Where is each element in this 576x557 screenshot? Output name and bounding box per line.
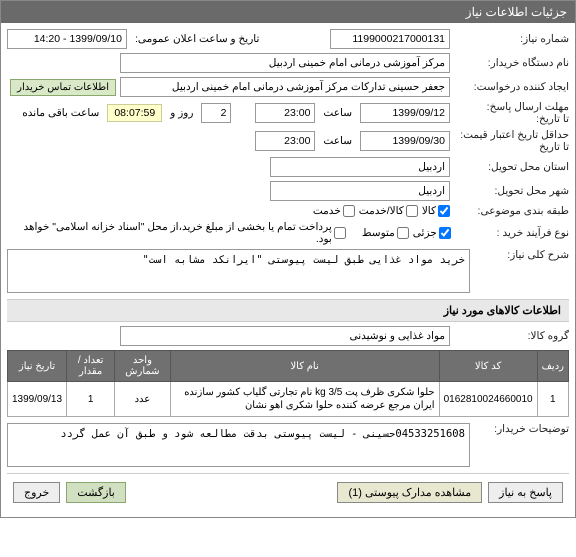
back-button[interactable]: بازگشت bbox=[66, 482, 126, 503]
items-table: ردیفکد کالانام کالاواحد شمارشتعداد / مقد… bbox=[7, 350, 569, 417]
field-price-date: 1399/09/30 bbox=[360, 131, 450, 151]
table-header-cell: تاریخ نیاز bbox=[8, 351, 67, 382]
field-general-desc bbox=[7, 249, 470, 293]
label-hour-2: ساعت bbox=[319, 135, 356, 147]
panel-title: جزئیات اطلاعات نیاز bbox=[1, 1, 575, 23]
table-cell: 0162810024660010 bbox=[439, 382, 537, 417]
label-city: شهر محل تحویل: bbox=[454, 185, 569, 197]
field-buyer-org: مرکز آموزشی درمانی امام خمینی اردبیل bbox=[120, 53, 450, 73]
field-province: اردبیل bbox=[270, 157, 450, 177]
purchase-option-checkbox[interactable] bbox=[397, 227, 409, 239]
exit-button[interactable]: خروج bbox=[13, 482, 60, 503]
field-reply-hour: 23:00 bbox=[255, 103, 315, 123]
table-header-cell: ردیف bbox=[537, 351, 568, 382]
field-creator: جعفر حسینی تدارکات مرکز آموزشی درمانی ام… bbox=[120, 77, 450, 97]
label-purchase-type: نوع فرآیند خرید : bbox=[455, 227, 569, 239]
view-attachments-button[interactable]: مشاهده مدارک پیوستی (1) bbox=[337, 482, 482, 503]
budget-options: کالا کالا/خدمت خدمت bbox=[313, 205, 450, 217]
label-announce-dt: تاریخ و ساعت اعلان عمومی: bbox=[131, 33, 263, 45]
label-buyer-notes: توضیحات خریدار: bbox=[474, 423, 569, 435]
budget-option[interactable]: خدمت bbox=[313, 205, 355, 217]
field-item-group: مواد غذایی و نوشیدنی bbox=[120, 326, 450, 346]
table-header-row: ردیفکد کالانام کالاواحد شمارشتعداد / مقد… bbox=[8, 351, 569, 382]
budget-option[interactable]: کالا/خدمت bbox=[359, 205, 418, 217]
purchase-options: جزئی متوسط bbox=[362, 227, 451, 239]
label-reply-deadline: مهلت ارسال پاسخ:تا تاریخ: bbox=[454, 101, 569, 125]
table-header-cell: کد کالا bbox=[439, 351, 537, 382]
field-buyer-notes bbox=[7, 423, 470, 467]
footer-buttons: پاسخ به نیاز مشاهده مدارک پیوستی (1) باز… bbox=[7, 473, 569, 511]
label-hour-1: ساعت bbox=[319, 107, 356, 119]
budget-option-checkbox[interactable] bbox=[343, 205, 355, 217]
table-cell: حلوا شکری ظرف پت 3/5 kg نام تجارتی گلیاب… bbox=[170, 382, 439, 417]
buyer-contact-button[interactable]: اطلاعات تماس خریدار bbox=[10, 79, 116, 96]
label-province: استان محل تحویل: bbox=[454, 161, 569, 173]
table-cell: 1 bbox=[537, 382, 568, 417]
field-price-hour: 23:00 bbox=[255, 131, 315, 151]
budget-option-checkbox[interactable] bbox=[406, 205, 418, 217]
label-general-desc: شرح کلی نیاز: bbox=[474, 249, 569, 261]
field-reply-date: 1399/09/12 bbox=[360, 103, 450, 123]
budget-note-checkbox[interactable] bbox=[334, 227, 346, 239]
purchase-option[interactable]: جزئی bbox=[413, 227, 451, 239]
table-cell: 1399/09/13 bbox=[8, 382, 67, 417]
label-item-group: گروه کالا: bbox=[454, 330, 569, 342]
budget-note-label: پرداخت تمام یا بخشی از مبلغ خرید،از محل … bbox=[7, 221, 332, 245]
table-row[interactable]: 10162810024660010حلوا شکری ظرف پت 3/5 kg… bbox=[8, 382, 569, 417]
field-request-no: 1199000217000131 bbox=[330, 29, 450, 49]
purchase-option[interactable]: متوسط bbox=[362, 227, 409, 239]
table-cell: 1 bbox=[67, 382, 115, 417]
reply-button[interactable]: پاسخ به نیاز bbox=[488, 482, 563, 503]
label-creator: ایجاد کننده درخواست: bbox=[454, 81, 569, 93]
budget-note-check[interactable]: پرداخت تمام یا بخشی از مبلغ خرید،از محل … bbox=[7, 221, 346, 245]
field-city: اردبیل bbox=[270, 181, 450, 201]
table-header-cell: تعداد / مقدار bbox=[67, 351, 115, 382]
panel-body: شماره نیاز: 1199000217000131 تاریخ و ساع… bbox=[1, 23, 575, 517]
purchase-option-checkbox[interactable] bbox=[439, 227, 451, 239]
label-price-validity: حداقل تاریخ اعتبار قیمت: تا تاریخ bbox=[454, 129, 569, 153]
label-time-remaining: ساعت باقی مانده bbox=[18, 107, 103, 119]
label-request-no: شماره نیاز: bbox=[454, 33, 569, 45]
field-announce-dt: 1399/09/10 - 14:20 bbox=[7, 29, 127, 49]
table-header-cell: واحد شمارش bbox=[115, 351, 170, 382]
table-cell: عدد bbox=[115, 382, 170, 417]
label-day-and: روز و bbox=[166, 107, 197, 119]
details-panel: جزئیات اطلاعات نیاز شماره نیاز: 11990002… bbox=[0, 0, 576, 518]
field-countdown-days: 2 bbox=[201, 103, 231, 123]
budget-option[interactable]: کالا bbox=[422, 205, 450, 217]
table-header-cell: نام کالا bbox=[170, 351, 439, 382]
budget-option-checkbox[interactable] bbox=[438, 205, 450, 217]
label-budget-class: طبقه بندی موضوعی: bbox=[454, 205, 569, 217]
items-section-header: اطلاعات کالاهای مورد نیاز bbox=[7, 299, 569, 322]
label-buyer-org: نام دستگاه خریدار: bbox=[454, 57, 569, 69]
countdown-time: 08:07:59 bbox=[107, 104, 162, 122]
